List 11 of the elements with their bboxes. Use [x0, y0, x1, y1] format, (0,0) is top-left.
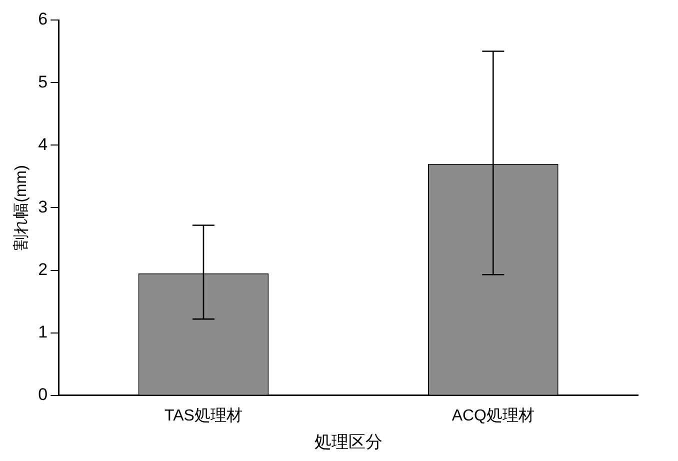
y-tick-label: 3 — [38, 197, 48, 216]
x-axis-title: 処理区分 — [314, 432, 382, 452]
y-tick-label: 1 — [38, 322, 48, 342]
y-axis-title: 割れ幅(mm) — [12, 165, 30, 250]
y-tick-label: 6 — [38, 10, 48, 29]
x-tick-label: ACQ処理材 — [452, 406, 534, 424]
y-tick-label: 2 — [38, 260, 48, 279]
x-tick-label: TAS処理材 — [164, 406, 242, 424]
y-tick-label: 4 — [38, 134, 48, 154]
y-tick-label: 5 — [38, 72, 48, 92]
y-tick-label: 0 — [38, 385, 48, 404]
